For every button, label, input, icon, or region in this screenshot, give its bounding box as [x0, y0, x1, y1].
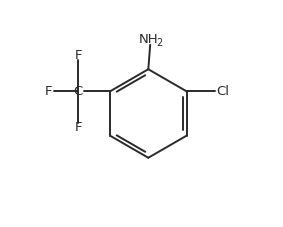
Text: F: F: [74, 49, 82, 62]
Text: 2: 2: [156, 38, 162, 48]
Text: C: C: [74, 85, 83, 98]
Text: NH: NH: [139, 33, 158, 46]
Text: Cl: Cl: [216, 85, 229, 98]
Text: F: F: [45, 85, 52, 98]
Text: F: F: [74, 121, 82, 134]
